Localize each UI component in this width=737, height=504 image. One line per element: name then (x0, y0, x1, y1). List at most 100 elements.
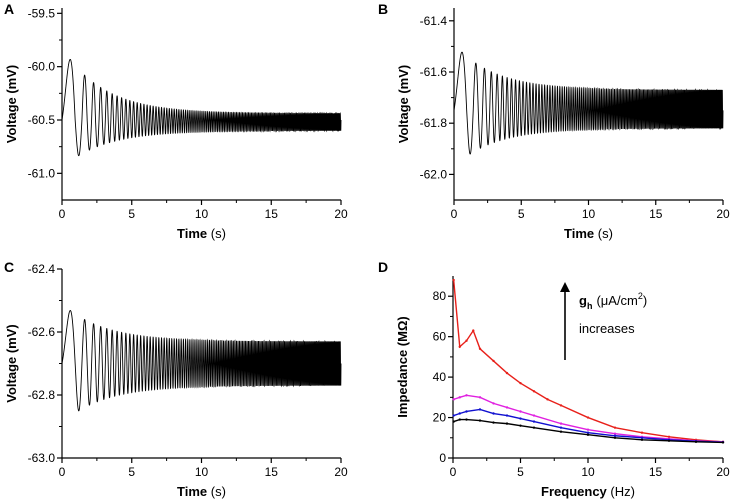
y-tick-label: -59.5 (28, 6, 56, 20)
impedance-point-magenta (586, 428, 590, 431)
impedance-point-red (458, 345, 461, 348)
y-tick-label: 60 (433, 330, 447, 344)
x-axis-title-unit: (s) (211, 484, 226, 499)
x-axis-title-unit: (Hz) (610, 484, 635, 499)
gh-increases-text: increases (579, 321, 635, 336)
impedance-point-red (519, 381, 522, 385)
y-tick-label: -62.8 (28, 388, 56, 402)
impedance-point-red (505, 371, 509, 375)
impedance-point-red (532, 390, 536, 393)
x-tick-label: 0 (59, 465, 66, 479)
gh-symbol: g (579, 293, 587, 308)
impedance-point-black (721, 441, 725, 444)
x-axis-title-name: Time (177, 226, 211, 241)
x-axis-title-name: Time (564, 226, 598, 241)
impedance-point-black (465, 418, 468, 421)
impedance-point-blue (458, 412, 461, 415)
impedance-point-blue (519, 417, 522, 420)
x-axis-title-unit: (s) (598, 226, 613, 241)
y-tick-label: -63.0 (28, 451, 56, 465)
impedance-point-black (667, 439, 671, 443)
y-axis-title: Voltage (mV) (396, 65, 411, 144)
impedance-point-black (613, 436, 617, 439)
x-tick-label: 0 (59, 207, 66, 221)
impedance-point-red (667, 435, 671, 438)
x-tick-label: 5 (128, 465, 135, 479)
voltage-trace (61, 58, 342, 157)
increase-arrow-head (560, 282, 570, 292)
x-tick-label: 15 (265, 207, 279, 221)
x-tick-label: 10 (195, 207, 209, 221)
y-tick-label: -62.6 (28, 325, 56, 339)
x-tick-label: 5 (517, 465, 524, 479)
impedance-point-red (478, 347, 482, 350)
x-tick-label: 20 (716, 207, 730, 221)
x-tick-label: 15 (649, 465, 663, 479)
panel-a: A 0 5 10 15 20 -59.5 -60.0 -60.5 -61.0 Time (s) Vo… (4, 1, 348, 241)
impedance-point-red (465, 339, 468, 342)
y-axis-title: Voltage (mV) (4, 324, 19, 403)
y-tick-label: -61.8 (420, 116, 448, 130)
impedance-point-red (559, 404, 563, 407)
x-axis-title-name: Time (177, 484, 211, 499)
y-tick-label: -62.0 (420, 167, 448, 181)
impedance-point-black (519, 424, 522, 427)
impedance-point-red (472, 329, 475, 332)
impedance-point-magenta (532, 414, 536, 417)
impedance-point-blue (505, 414, 509, 417)
panel-label-d: D (378, 259, 388, 275)
impedance-point-magenta (452, 398, 455, 401)
x-tick-label: 20 (334, 207, 348, 221)
x-tick-label: 5 (128, 207, 135, 221)
impedance-point-blue (559, 426, 563, 429)
impedance-point-magenta (458, 396, 461, 399)
voltage-trace (453, 51, 724, 155)
x-tick-label: 15 (649, 207, 663, 221)
x-axis-title-unit: (s) (211, 226, 226, 241)
x-axis-title: Frequency (Hz) (541, 484, 635, 499)
impedance-point-red (586, 416, 590, 419)
gh-subscript: h (587, 301, 593, 311)
x-tick-label: 20 (334, 465, 348, 479)
impedance-point-blue (465, 410, 468, 413)
impedance-point-blue (640, 436, 644, 439)
impedance-point-red (546, 398, 549, 401)
impedance-point-red (452, 278, 455, 282)
x-axis-title: Time (s) (177, 226, 226, 241)
impedance-point-black (505, 422, 509, 425)
panel-a-axes: 0 5 10 15 20 -59.5 -60.0 -60.5 -61.0 Time (s) Volt… (4, 6, 348, 241)
impedance-point-magenta (465, 394, 468, 397)
x-axis-title-name: Frequency (541, 484, 610, 499)
y-tick-label: -60.0 (28, 60, 56, 74)
gh-units-close: ) (643, 293, 647, 308)
panel-label-c: C (4, 259, 14, 275)
x-tick-label: 10 (195, 465, 209, 479)
y-tick-label: -61.6 (420, 65, 448, 79)
gh-label: gh (μA/cm2) (579, 291, 647, 311)
gh-units-superscript: 2 (638, 291, 643, 301)
panel-label-b: B (378, 1, 388, 17)
y-tick-label: -61.0 (28, 166, 56, 180)
panel-b-axes: 0 5 10 15 20 -61.4 -61.6 -61.8 -62.0 Time (s) Volt… (396, 8, 730, 241)
y-tick-label: 80 (433, 289, 447, 303)
x-tick-label: 15 (265, 465, 279, 479)
impedance-series-group (452, 278, 725, 444)
impedance-point-blue (452, 414, 455, 417)
panel-d-axes: 0 5 10 15 20 0 20 40 60 80 Frequency (Hz) Impedance… (395, 276, 730, 499)
x-tick-label: 5 (518, 207, 525, 221)
impedance-point-black (586, 433, 590, 436)
x-tick-label: 10 (582, 207, 596, 221)
impedance-point-blue (478, 408, 482, 411)
impedance-point-magenta (492, 402, 495, 405)
impedance-point-blue (586, 431, 590, 434)
y-tick-label: -62.4 (28, 262, 56, 276)
impedance-point-black (559, 430, 563, 433)
impedance-point-black (458, 418, 461, 421)
y-axis-title: Voltage (mV) (4, 65, 19, 144)
impedance-point-black (694, 440, 698, 444)
y-tick-label: 20 (433, 411, 447, 425)
impedance-point-blue (532, 420, 536, 423)
y-tick-label: 40 (433, 370, 447, 384)
impedance-point-blue (492, 412, 495, 415)
impedance-point-magenta (559, 422, 563, 425)
